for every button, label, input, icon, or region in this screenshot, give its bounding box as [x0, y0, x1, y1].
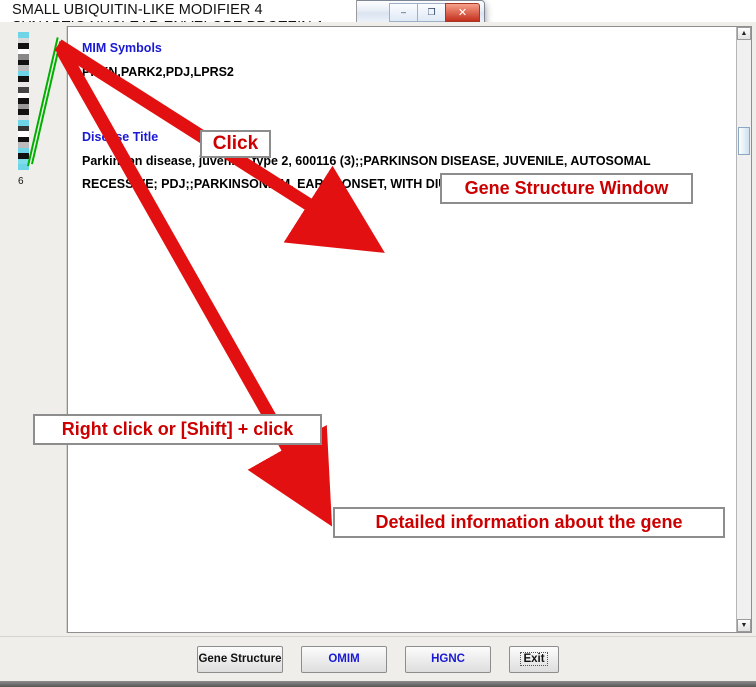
- chromosome-band: [18, 147, 29, 154]
- hgnc-button[interactable]: HGNC: [405, 645, 491, 673]
- chromosome-band: [18, 120, 29, 126]
- gene-info-text-area[interactable]: MIM Symbols PRKN,PARK2,PDJ,LPRS2 Disease…: [67, 26, 752, 633]
- callout-click: Click: [200, 130, 271, 158]
- chromosome-band: [18, 32, 29, 38]
- section-body-mim: PRKN,PARK2,PDJ,LPRS2: [82, 65, 234, 79]
- chromosome-band: [18, 81, 29, 88]
- omim-button-label: OMIM: [328, 653, 360, 665]
- exit-button-label: Exit: [520, 652, 548, 666]
- chromosome-band: [18, 109, 29, 115]
- chromosome-band: [18, 76, 29, 82]
- hgnc-button-label: HGNC: [431, 653, 465, 665]
- chromosome-band: [18, 125, 29, 132]
- close-button[interactable]: ✕: [445, 2, 480, 22]
- chromosome-band: [18, 98, 29, 104]
- chromosome-number-label: 6: [18, 176, 24, 187]
- section-heading-disease: Disease Title: [82, 130, 159, 144]
- chromosome-band: [18, 65, 29, 71]
- chromosome-band: [18, 158, 29, 165]
- callout-detailed-info: Detailed information about the gene: [333, 507, 725, 538]
- callout-right-click: Right click or [Shift] + click: [33, 414, 322, 445]
- chromosome-ideogram-panel[interactable]: 6: [4, 26, 67, 633]
- omim-button[interactable]: OMIM: [301, 645, 387, 673]
- chromosome-band: [18, 136, 29, 143]
- gene-list-item[interactable]: SMALL UBIQUITIN-LIKE MODIFIER 4: [12, 2, 263, 18]
- minimize-button[interactable]: –: [389, 2, 418, 22]
- section-heading-mim: MIM Symbols: [82, 41, 162, 55]
- scroll-thumb[interactable]: [738, 127, 750, 155]
- chromosome-band: [18, 92, 29, 99]
- chromosome-band: [18, 48, 29, 55]
- gene-info-footer: Gene Structure OMIM HGNC Exit: [0, 636, 756, 681]
- chromosome-ideogram[interactable]: [18, 32, 29, 170]
- chromosome-band: [18, 114, 29, 121]
- chromosome-band: [18, 59, 29, 66]
- chromosome-band: [18, 131, 29, 137]
- exit-button[interactable]: Exit: [509, 645, 559, 673]
- maximize-button[interactable]: ❐: [417, 2, 446, 22]
- chromosome-band: [18, 43, 29, 49]
- chromosome-band: [18, 103, 29, 110]
- chromosome-band: [18, 142, 29, 148]
- taskbar-strip: [0, 681, 756, 687]
- gene-structure-button-label: Gene Structure: [198, 653, 282, 665]
- chromosome-band: [18, 153, 29, 159]
- chromosome-band: [18, 70, 29, 77]
- chromosome-band: [18, 37, 29, 44]
- callout-gene-structure-window: Gene Structure Window: [440, 173, 693, 204]
- chromosome-band: [18, 54, 29, 60]
- scroll-up-icon[interactable]: ▲: [737, 27, 751, 40]
- chromosome-band: [18, 164, 29, 170]
- scroll-down-icon[interactable]: ▼: [737, 619, 751, 632]
- chromosome-band: [18, 87, 29, 93]
- gene-structure-button[interactable]: Gene Structure: [197, 645, 283, 673]
- chromosome-pointer-line-2: [31, 41, 61, 165]
- gene-info-scrollbar[interactable]: ▲ ▼: [736, 27, 751, 632]
- chromosome-pointer-line: [27, 37, 59, 167]
